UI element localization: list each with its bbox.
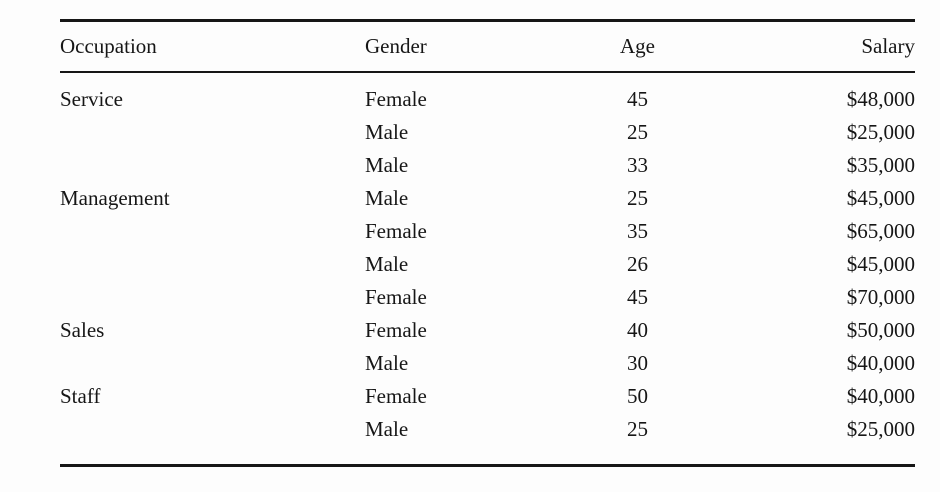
table-row: Male 26 $45,000 [60,248,915,281]
cell-salary: $25,000 [846,416,915,441]
cell-age: 25 [627,119,648,144]
cell-salary: $45,000 [846,185,915,210]
cell-age: 40 [627,317,648,342]
cell-age: 26 [627,251,648,276]
occupation-salary-table: Occupation Gender Age Salary Service Fem… [60,19,915,467]
cell-occupation: Staff [60,383,101,408]
cell-occupation [60,281,365,314]
table-row: Male 25 $25,000 [60,116,915,149]
cell-salary: $70,000 [846,284,915,309]
cell-salary: $48,000 [846,86,915,111]
cell-occupation [60,248,365,281]
table-row: Staff Female 50 $40,000 [60,380,915,413]
cell-salary: $40,000 [846,383,915,408]
cell-salary: $35,000 [846,152,915,177]
cell-gender: Male [365,350,409,375]
cell-gender: Male [365,416,409,441]
cell-occupation [60,149,365,182]
table-row: Male 30 $40,000 [60,347,915,380]
cell-salary: $40,000 [846,350,915,375]
cell-age: 50 [627,383,648,408]
cell-occupation [60,215,365,248]
cell-gender: Male [365,119,409,144]
cell-salary: $25,000 [846,119,915,144]
cell-age: 33 [627,152,648,177]
cell-salary: $45,000 [846,251,915,276]
cell-occupation [60,116,365,149]
header-occupation: Occupation [60,20,365,73]
cell-age: 35 [627,218,648,243]
cell-age: 45 [627,86,648,111]
table-row: Female 35 $65,000 [60,215,915,248]
table-row: Service Female 45 $48,000 [60,72,915,116]
table-row: Male 33 $35,000 [60,149,915,182]
table-row: Sales Female 40 $50,000 [60,314,915,347]
cell-gender: Female [365,383,427,408]
table-row: Management Male 25 $45,000 [60,182,915,215]
cell-age: 25 [627,416,648,441]
cell-occupation: Sales [60,317,105,342]
header-age: Age [545,20,730,73]
cell-salary: $65,000 [846,218,915,243]
cell-gender: Female [365,284,427,309]
cell-age: 30 [627,350,648,375]
table-row: Male 25 $25,000 [60,413,915,466]
table-row: Female 45 $70,000 [60,281,915,314]
header-gender: Gender [365,20,545,73]
cell-gender: Female [365,86,427,111]
header-row: Occupation Gender Age Salary [60,20,915,73]
cell-gender: Male [365,251,409,276]
cell-occupation: Management [60,185,170,210]
cell-gender: Male [365,152,409,177]
cell-occupation [60,347,365,380]
cell-gender: Male [365,185,409,210]
cell-age: 45 [627,284,648,309]
cell-gender: Female [365,317,427,342]
cell-occupation: Service [60,86,123,111]
cell-salary: $50,000 [846,317,915,342]
cell-gender: Female [365,218,427,243]
header-salary: Salary [730,20,915,73]
cell-occupation [60,413,365,466]
cell-age: 25 [627,185,648,210]
